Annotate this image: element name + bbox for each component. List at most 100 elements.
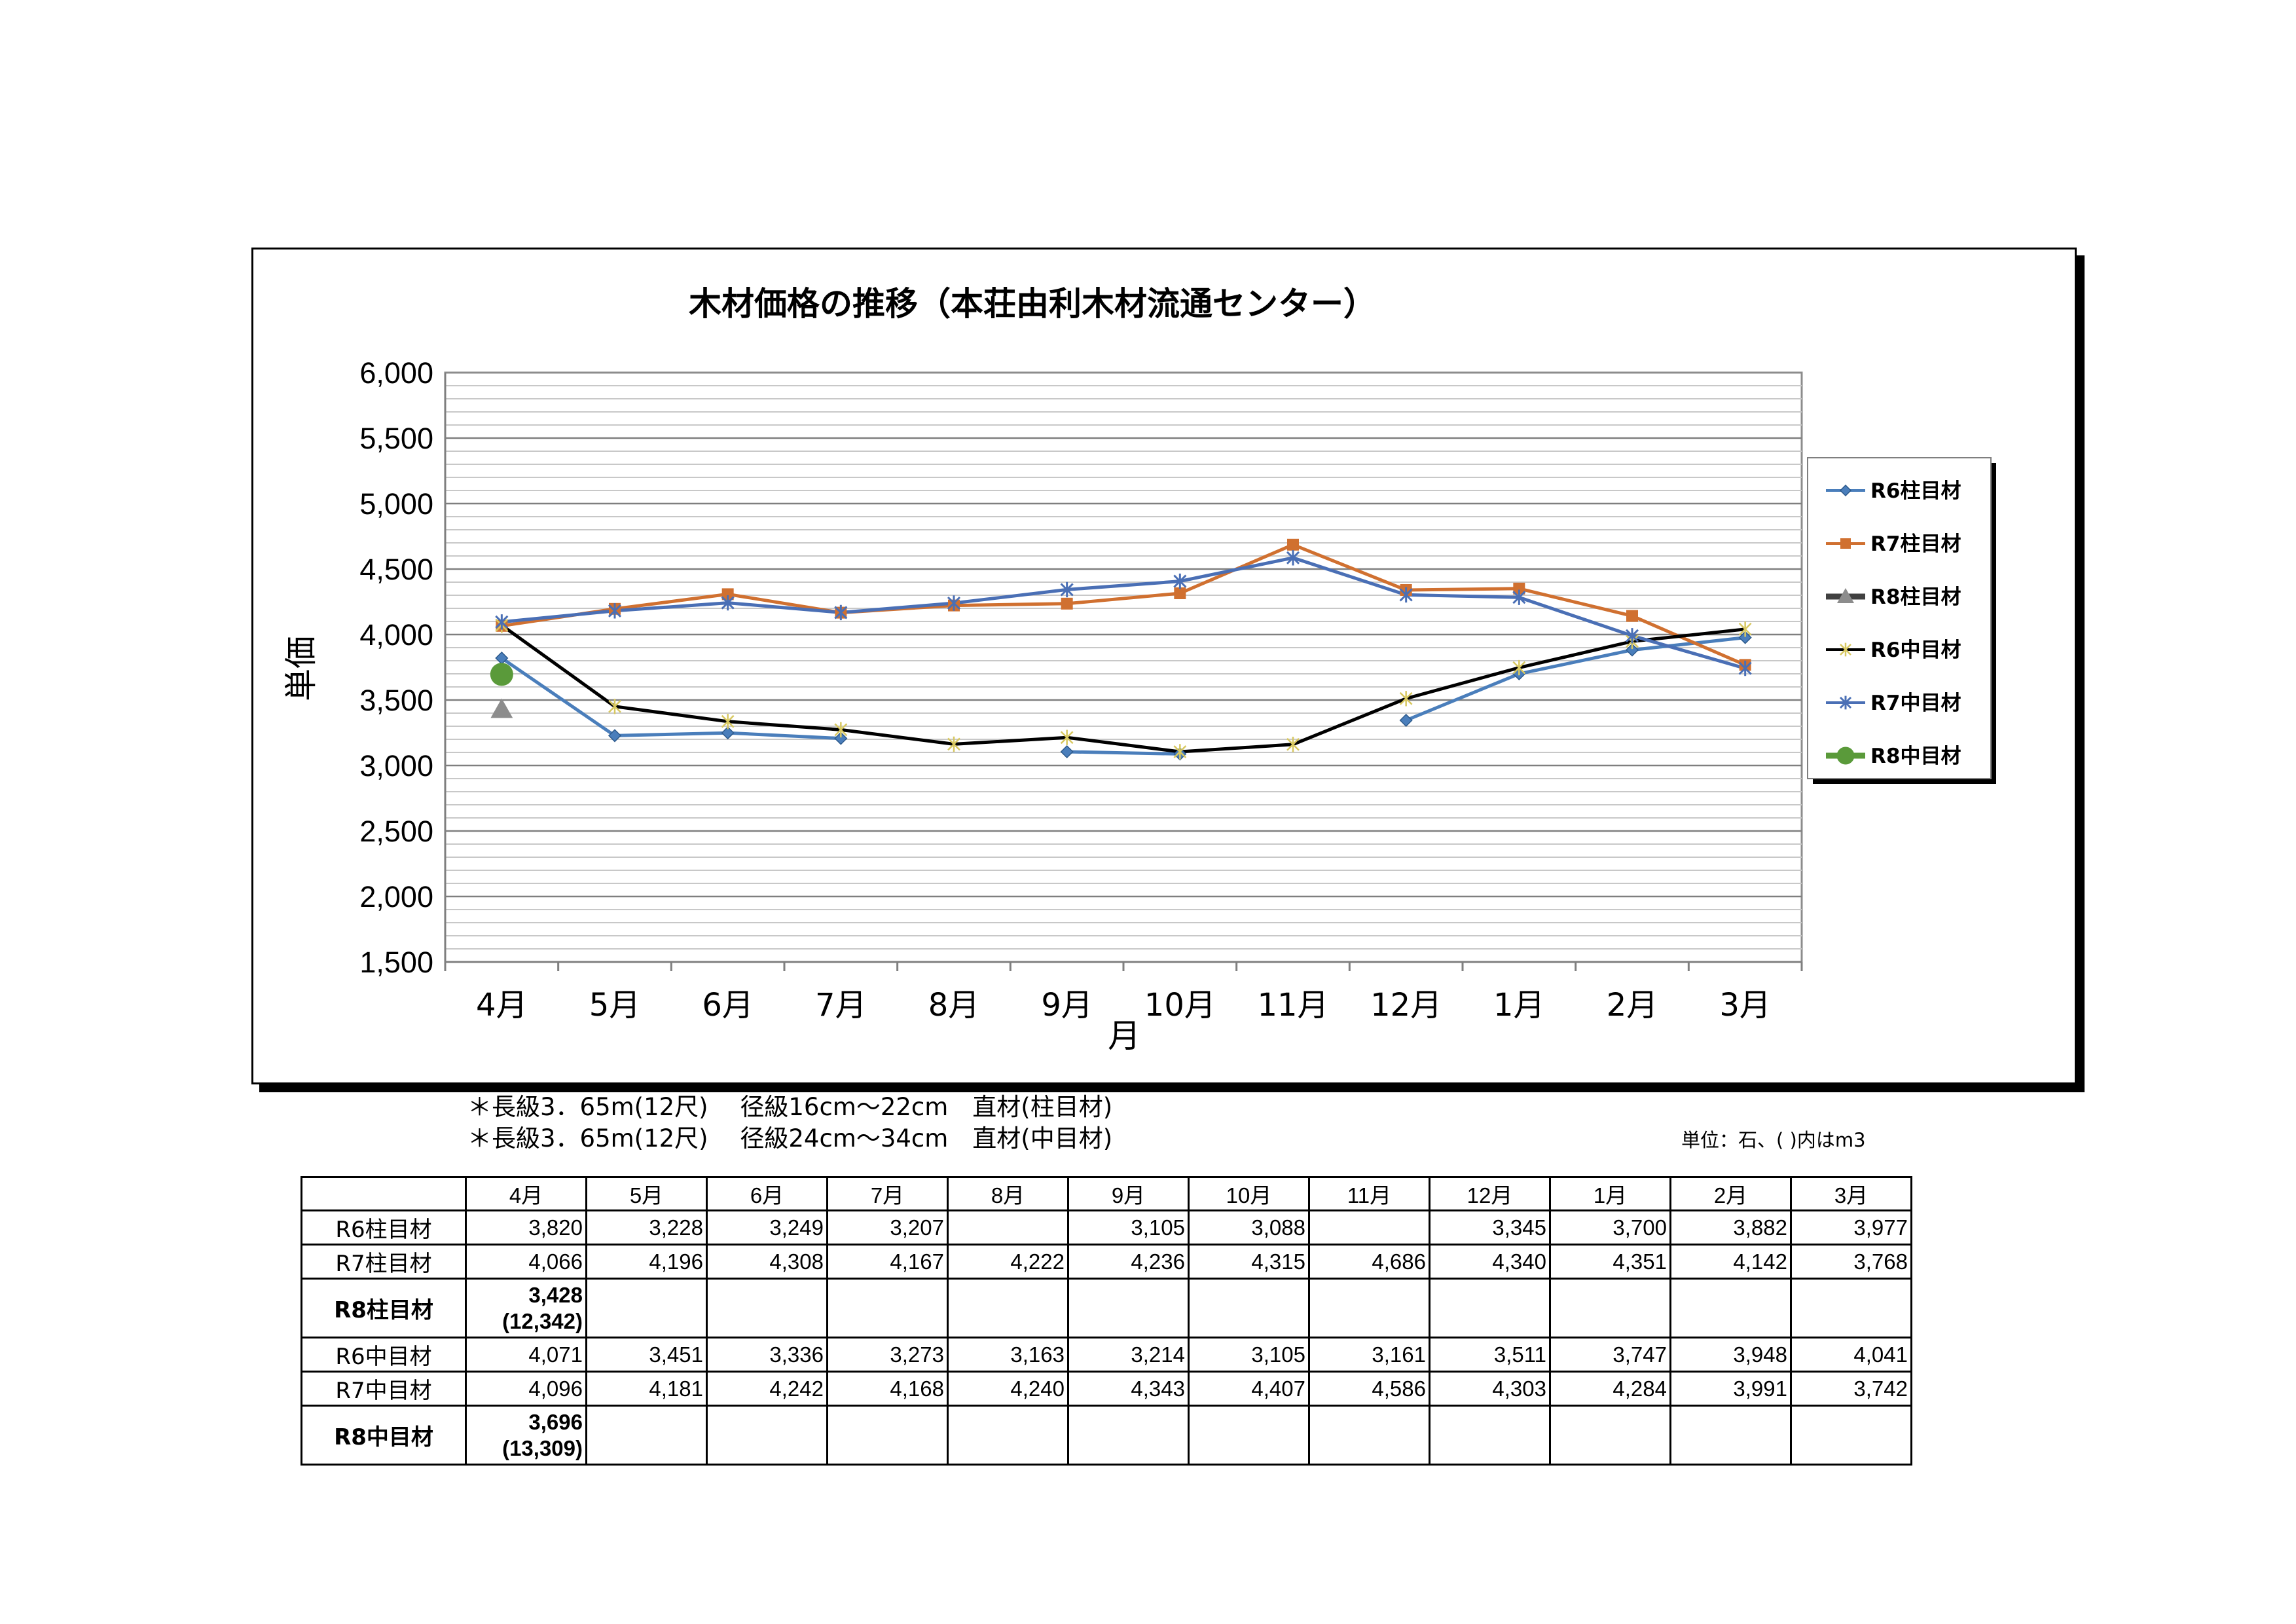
series-3-point — [1738, 621, 1752, 637]
table-cell: 3,105 — [1067, 1209, 1190, 1246]
table-cell — [1790, 1278, 1912, 1338]
table-cell — [1188, 1278, 1310, 1338]
table-cell — [585, 1405, 708, 1466]
table-corner — [301, 1176, 467, 1211]
legend-label: R8中目材 — [1870, 745, 1961, 768]
table-cell: 3,820 — [465, 1209, 587, 1246]
table-cell: 4,308 — [706, 1244, 828, 1280]
series-3-point — [1512, 659, 1526, 676]
table-cell — [706, 1278, 828, 1338]
table-cell: 4,066 — [465, 1244, 587, 1280]
series-4-point — [1399, 587, 1413, 603]
table-row-r8-hashira: R8柱目材 3,428 (12,342) — [301, 1278, 1912, 1338]
series-1-point — [1626, 610, 1638, 622]
table-cell: 3,991 — [1669, 1371, 1792, 1407]
table-header-cell: 8月 — [947, 1176, 1069, 1211]
legend-swatch-marker — [1836, 747, 1855, 765]
legend-swatch-marker — [1837, 588, 1854, 603]
table-cell — [1549, 1405, 1671, 1466]
series-1-point — [1513, 582, 1525, 595]
table-cell — [706, 1405, 828, 1466]
y-tick-label: 5,500 — [359, 422, 433, 455]
table-cell — [1429, 1405, 1551, 1466]
series-4-point — [608, 603, 622, 619]
cell-value: 3,428 — [528, 1282, 583, 1307]
y-tick-label: 2,500 — [359, 815, 433, 848]
table-cell: 4,407 — [1188, 1371, 1310, 1407]
table-cell — [1669, 1405, 1792, 1466]
series-0-point — [721, 726, 735, 740]
table-cell: 4,303 — [1429, 1371, 1551, 1407]
table-cell: 3,228 — [585, 1209, 708, 1246]
legend-label: R6中目材 — [1870, 638, 1961, 662]
x-tick-label: 3月 — [1719, 987, 1771, 1024]
table-cell: 3,700 — [1549, 1209, 1671, 1246]
series-1-point — [721, 588, 734, 600]
table-cell: 4,351 — [1549, 1244, 1671, 1280]
series-0-line — [1066, 750, 1180, 756]
table-cell: 4,142 — [1669, 1244, 1792, 1280]
series-4-point — [1738, 660, 1752, 676]
unit-note: 単位：石、( )内はm3 — [1681, 1129, 1866, 1151]
legend-label: R7柱目材 — [1870, 532, 1961, 556]
y-tick-label: 4,500 — [359, 553, 433, 586]
series-1-point — [1287, 538, 1299, 551]
table-cell: 4,096 — [465, 1371, 587, 1407]
legend-swatch-marker — [1839, 695, 1852, 710]
row-label: R8中目材 — [301, 1405, 467, 1466]
x-tick-label: 5月 — [589, 987, 641, 1024]
table-header-cell: 12月 — [1429, 1176, 1551, 1211]
table-cell: 4,181 — [585, 1371, 708, 1407]
table-cell: 3,214 — [1067, 1337, 1190, 1373]
note-line-2: ＊長級3．65m(12尺) 径級24cm～34cm 直材(中目材) — [467, 1124, 1113, 1153]
table-cell: 4,196 — [585, 1244, 708, 1280]
x-tick-label: 4月 — [476, 987, 528, 1024]
table-cell — [1549, 1278, 1671, 1338]
table-header-row: 4月 5月 6月 7月 8月 9月 10月 11月 12月 1月 2月 3月 — [301, 1176, 1912, 1211]
y-tick-label: 6,000 — [359, 356, 433, 390]
series-0-point — [1399, 713, 1413, 728]
cell-value: 3,696 — [528, 1409, 583, 1434]
table-cell: 3,163 — [947, 1337, 1069, 1373]
y-axis-label: 単価 — [282, 636, 320, 701]
series-3-point — [1286, 737, 1300, 752]
table-cell: 3,273 — [826, 1337, 949, 1373]
table-header-cell: 10月 — [1188, 1176, 1310, 1211]
table-cell — [1067, 1278, 1190, 1338]
table-cell: 3,336 — [706, 1337, 828, 1373]
table-cell: 3,345 — [1429, 1209, 1551, 1246]
table-row-r7-hashira: R7柱目材 4,066 4,196 4,308 4,167 4,222 4,23… — [301, 1244, 1912, 1280]
series-3-point — [1399, 691, 1413, 707]
table-cell: 3,249 — [706, 1209, 828, 1246]
table-cell: 3,742 — [1790, 1371, 1912, 1407]
table-cell: 4,242 — [706, 1371, 828, 1407]
row-label: R6柱目材 — [301, 1209, 467, 1246]
table-row-r7-chu: R7中目材 4,096 4,181 4,242 4,168 4,240 4,34… — [301, 1371, 1912, 1407]
series-3-point — [721, 714, 735, 729]
table-header-cell: 11月 — [1308, 1176, 1430, 1211]
table-cell: 4,071 — [465, 1337, 587, 1373]
x-tick-label: 1月 — [1493, 987, 1545, 1024]
row-label: R6中目材 — [301, 1337, 467, 1373]
row-label: R8柱目材 — [301, 1278, 467, 1338]
y-tick-label: 2,000 — [359, 880, 433, 913]
series-0-line — [500, 656, 841, 741]
table-cell — [947, 1209, 1069, 1246]
table-header-cell: 4月 — [465, 1176, 587, 1211]
table-cell: 4,343 — [1067, 1371, 1190, 1407]
table-cell: 3,977 — [1790, 1209, 1912, 1246]
table-header-cell: 5月 — [585, 1176, 708, 1211]
table-cell — [947, 1278, 1069, 1338]
table-cell — [826, 1278, 949, 1338]
table-cell: 3,696 (13,309) — [465, 1405, 587, 1466]
table-header-cell: 3月 — [1790, 1176, 1912, 1211]
line-chart: 1,500 2,000 2,500 3,000 3,500 4,000 4,500 5,000… — [282, 285, 1996, 1055]
x-tick-label: 6月 — [702, 987, 754, 1024]
x-axis-label: 月 — [1108, 1017, 1140, 1055]
table-row-r6-hashira: R6柱目材 3,820 3,228 3,249 3,207 3,105 3,08… — [301, 1209, 1912, 1246]
y-tick-label: 1,500 — [359, 946, 433, 979]
table-cell: 3,948 — [1669, 1337, 1792, 1373]
series-4-point — [495, 614, 509, 630]
chart-title: 木材価格の推移（本荘由利木材流通センター） — [689, 285, 1376, 323]
series-1-point — [1061, 597, 1073, 610]
